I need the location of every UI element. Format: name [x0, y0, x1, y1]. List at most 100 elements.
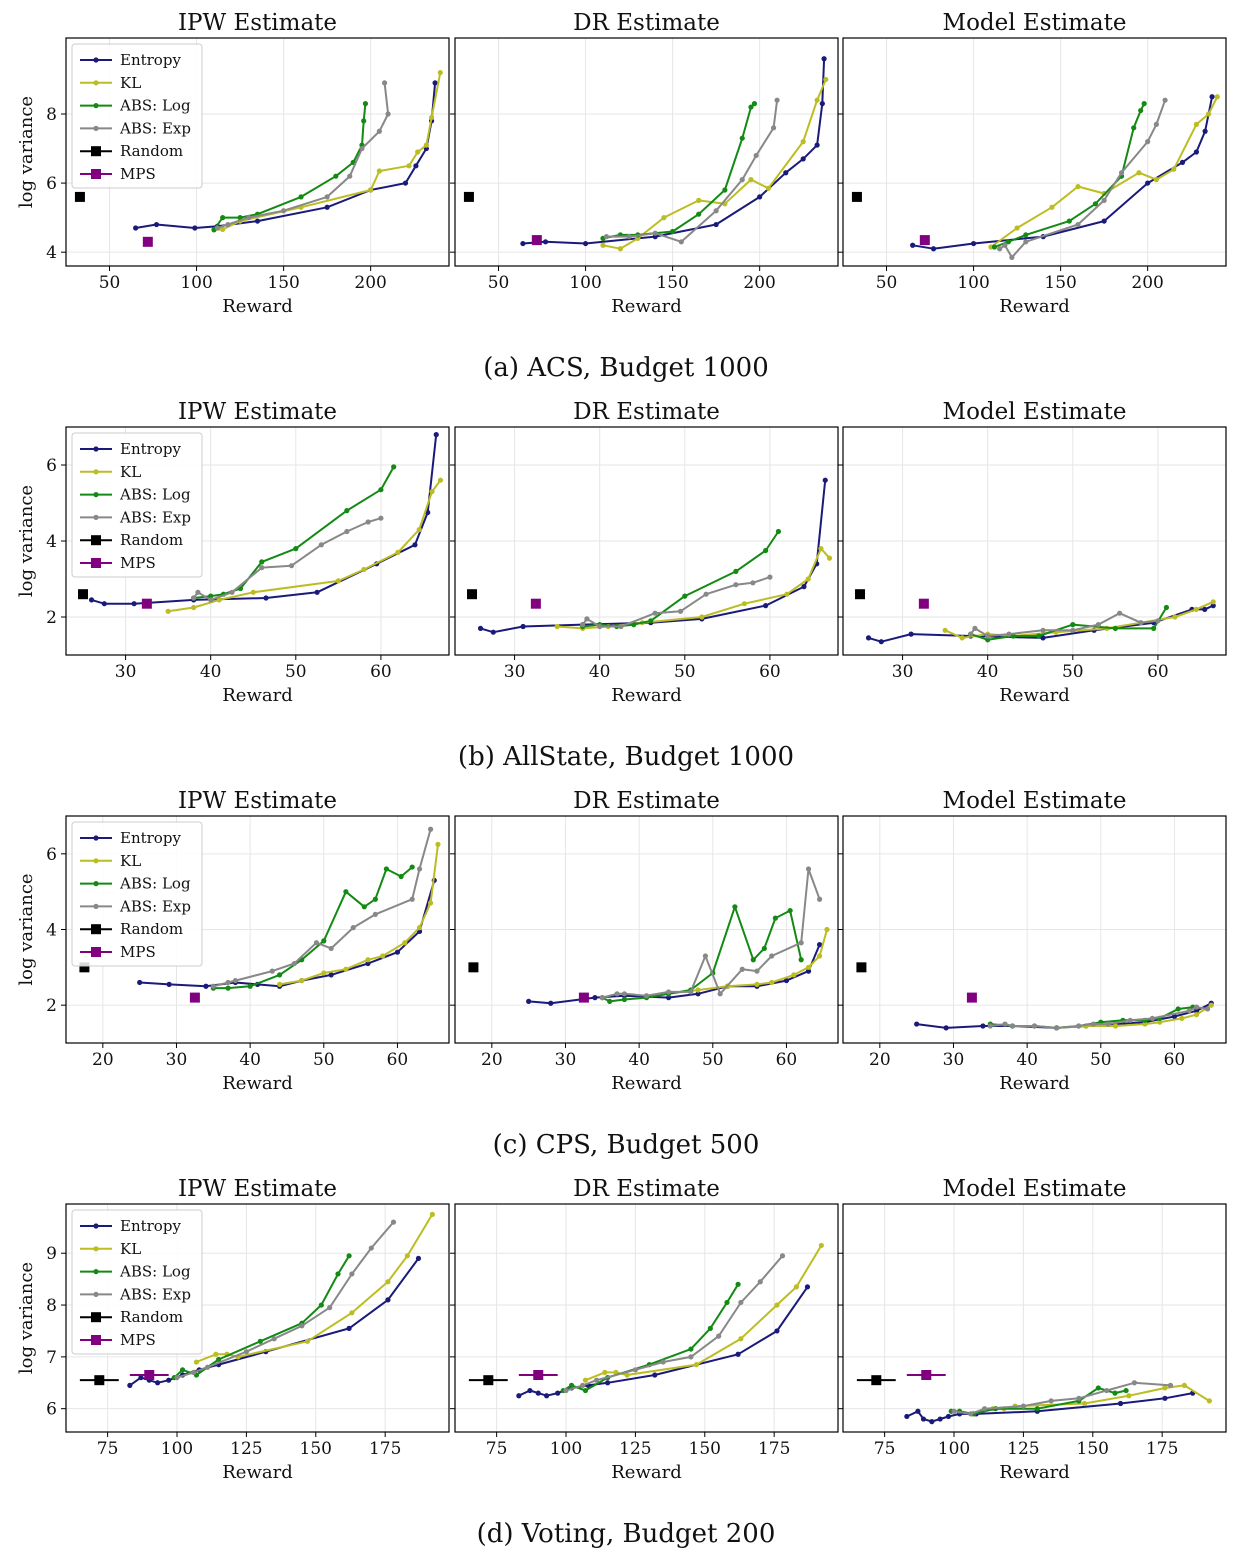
kl-point: [437, 69, 443, 76]
abs-exp-point: [643, 993, 650, 999]
kl-point: [617, 246, 623, 252]
legend-label-abs-log: ABS: Log: [119, 875, 191, 893]
panel-title: IPW Estimate: [178, 1176, 337, 1202]
entropy-point: [138, 1374, 144, 1381]
entropy-point: [555, 1390, 561, 1396]
kl-point: [818, 1242, 824, 1249]
abs-exp-point: [597, 623, 603, 630]
mps-marker: [141, 598, 152, 609]
abs-log-point: [648, 618, 654, 624]
kl-point: [1193, 121, 1200, 127]
y-tick-label: 7: [46, 1348, 57, 1368]
abs-log-point: [696, 211, 702, 217]
abs-log-point: [335, 1271, 341, 1277]
entropy-point: [821, 56, 827, 62]
x-tick-label: 30: [166, 1050, 188, 1070]
random-marker: [79, 962, 90, 973]
abs-log-point: [225, 985, 231, 991]
abs-log-point: [298, 194, 304, 200]
legend-marker-random: [91, 146, 101, 157]
abs-exp-point: [739, 966, 745, 972]
y-tick-label: 6: [46, 174, 57, 194]
abs-log-point: [798, 957, 804, 963]
abs-exp-point: [1023, 239, 1029, 245]
abs-exp-point: [1020, 1403, 1026, 1409]
legend-label-kl: KL: [120, 463, 141, 481]
kl-point: [1179, 1015, 1185, 1022]
abs-log-point: [739, 135, 745, 141]
abs-exp-point: [344, 528, 350, 535]
entropy-point: [1202, 128, 1208, 134]
abs-log-point: [257, 1338, 263, 1344]
kl-point: [699, 614, 705, 620]
kl-point: [365, 957, 371, 963]
kl-point: [600, 242, 606, 248]
random-marker: [467, 589, 478, 600]
abs-log-point: [724, 1299, 730, 1306]
abs-log-point: [1151, 625, 1157, 632]
panel-title: Model Estimate: [943, 788, 1127, 814]
entropy-point: [1117, 1400, 1124, 1407]
kl-point: [165, 608, 171, 614]
abs-log-line: [213, 103, 367, 231]
legend-marker-abs-log: [93, 881, 99, 887]
kl-point: [349, 1310, 355, 1316]
kl-point: [1172, 614, 1178, 620]
kl-point: [415, 149, 421, 155]
x-tick-label: 50: [488, 273, 510, 293]
legend-label-abs-log: ABS: Log: [119, 486, 191, 504]
panel-dr-estimate: 30 40 50 60 DR Estimate Reward: [450, 399, 839, 706]
entropy-point: [1145, 180, 1151, 186]
legend-label-random: Random: [120, 920, 183, 938]
abs-log-point: [333, 173, 339, 179]
x-tick-label: 100: [550, 1439, 582, 1459]
x-tick-label: 50: [876, 273, 898, 293]
entropy-point: [910, 242, 916, 248]
abs-exp-point: [717, 991, 723, 997]
abs-exp-point: [951, 1408, 957, 1414]
chart-row-0: 50 100 150 200 4 6 8 IPW Estimate Reward log vari…: [16, 10, 1227, 383]
x-tick-label: 50: [674, 662, 696, 682]
entropy-point: [970, 240, 977, 247]
chart-row-2: 20 30 40 50 60 2 4 6 IPW Estimate Reward log varia…: [16, 788, 1227, 1160]
abs-exp-point: [1131, 1380, 1138, 1386]
abs-exp-point: [210, 983, 216, 989]
entropy-point: [133, 225, 139, 231]
kl-point: [1153, 177, 1159, 183]
abs-exp-point: [381, 80, 388, 86]
abs-exp-point: [688, 989, 694, 995]
row-caption: (c) CPS, Budget 500: [493, 1130, 760, 1160]
legend-label-entropy: Entropy: [120, 51, 181, 69]
kl-point: [385, 1279, 391, 1285]
entropy-point: [582, 240, 589, 247]
abs-exp-point: [1031, 1023, 1038, 1029]
kl-line: [990, 96, 1219, 248]
x-tick-label: 60: [776, 1050, 798, 1070]
kl-point: [784, 591, 790, 597]
abs-exp-point: [757, 1279, 763, 1285]
kl-point: [793, 1284, 799, 1290]
kl-point: [1205, 111, 1212, 117]
entropy-point: [477, 625, 484, 632]
kl-point: [805, 576, 811, 582]
y-axis-label: log variance: [16, 485, 37, 597]
legend-marker-abs-exp: [93, 1291, 99, 1297]
kl-point: [1208, 1002, 1214, 1008]
abs-exp-point: [972, 625, 978, 632]
panel-title: DR Estimate: [573, 10, 720, 36]
axes-frame: [65, 1203, 450, 1433]
x-tick-label: 200: [1131, 273, 1163, 293]
abs-exp-point: [614, 991, 620, 997]
entropy-point: [665, 995, 672, 1001]
abs-exp-point: [713, 208, 719, 214]
abs-exp-point: [816, 896, 823, 902]
kl-point: [1210, 599, 1216, 605]
y-tick-label: 4: [46, 921, 57, 941]
kl-point: [754, 981, 760, 987]
entropy-point: [328, 972, 334, 978]
abs-log-point: [787, 907, 793, 914]
entropy-point: [520, 623, 526, 630]
axes-frame: [454, 37, 839, 267]
x-tick-label: 40: [239, 1050, 261, 1070]
entropy-point: [930, 246, 937, 252]
